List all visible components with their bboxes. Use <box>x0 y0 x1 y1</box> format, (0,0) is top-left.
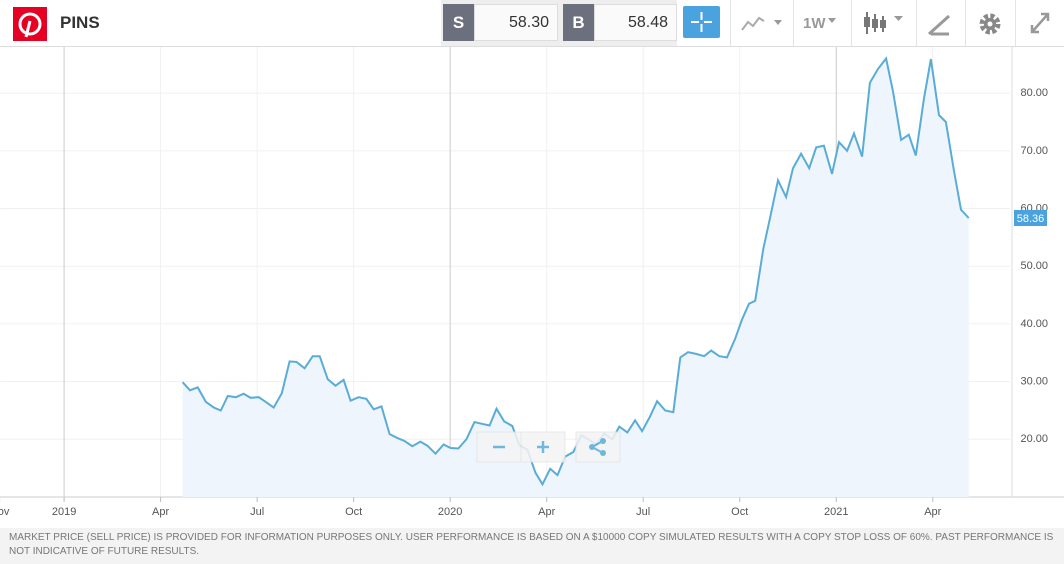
toolbar: PINS S 58.30 B 58.48 1W <box>0 0 1064 47</box>
separator <box>1015 0 1016 46</box>
x-tick-label: Apr <box>924 506 941 518</box>
zoom-controls <box>476 431 621 463</box>
separator <box>793 0 794 46</box>
x-tick-label: Oct <box>731 506 748 518</box>
x-tick-label: Jul <box>636 506 650 518</box>
y-tick-label: 70.00 <box>1020 145 1048 157</box>
x-tick-label: Apr <box>538 506 555 518</box>
share-dot <box>600 438 606 444</box>
y-tick-label: 40.00 <box>1020 318 1048 330</box>
y-tick-label: 50.00 <box>1020 260 1048 272</box>
dropdown-arrow <box>828 18 836 23</box>
x-tick-label: Oct <box>345 506 362 518</box>
separator <box>965 0 966 46</box>
chart-type-button[interactable] <box>740 12 785 34</box>
y-tick-label: 80.00 <box>1020 87 1048 99</box>
symbol: PINS <box>60 13 100 32</box>
sell-price: 58.30 <box>474 4 558 41</box>
plus-icon <box>537 441 549 453</box>
crosshair-button[interactable] <box>683 6 720 38</box>
buy-price: 58.48 <box>594 4 677 41</box>
x-tick-label: 2021 <box>824 506 848 518</box>
candles-button[interactable] <box>862 10 906 36</box>
sell-button[interactable]: S <box>443 4 474 41</box>
separator <box>851 0 852 46</box>
settings-button[interactable] <box>978 12 1002 36</box>
draw-button[interactable] <box>927 12 953 36</box>
interval-button[interactable]: 1W <box>803 15 826 32</box>
area <box>182 58 969 497</box>
fullscreen-button[interactable] <box>1028 10 1052 36</box>
x-tick-label: 2019 <box>52 506 76 518</box>
chart: 20.0030.0040.0050.0060.0070.0080.00Nov20… <box>0 47 1064 518</box>
last-price-label: 58.36 <box>1017 213 1045 225</box>
share-button[interactable] <box>575 431 621 463</box>
y-tick-label: 20.00 <box>1020 433 1048 445</box>
disclaimer: MARKET PRICE (SELL PRICE) IS PROVIDED FO… <box>0 528 1064 564</box>
separator <box>730 0 731 46</box>
x-tick-label: 2020 <box>438 506 462 518</box>
separator <box>916 0 917 46</box>
share-dot <box>600 450 606 456</box>
x-tick-label: Nov <box>0 506 10 518</box>
last-price-tag <box>1014 210 1047 226</box>
share-dot <box>589 444 595 450</box>
x-tick-label: Jul <box>250 506 264 518</box>
buy-button[interactable]: B <box>563 4 594 41</box>
y-tick-label: 30.00 <box>1020 376 1048 388</box>
x-tick-label: Apr <box>152 506 169 518</box>
logo <box>13 7 47 41</box>
